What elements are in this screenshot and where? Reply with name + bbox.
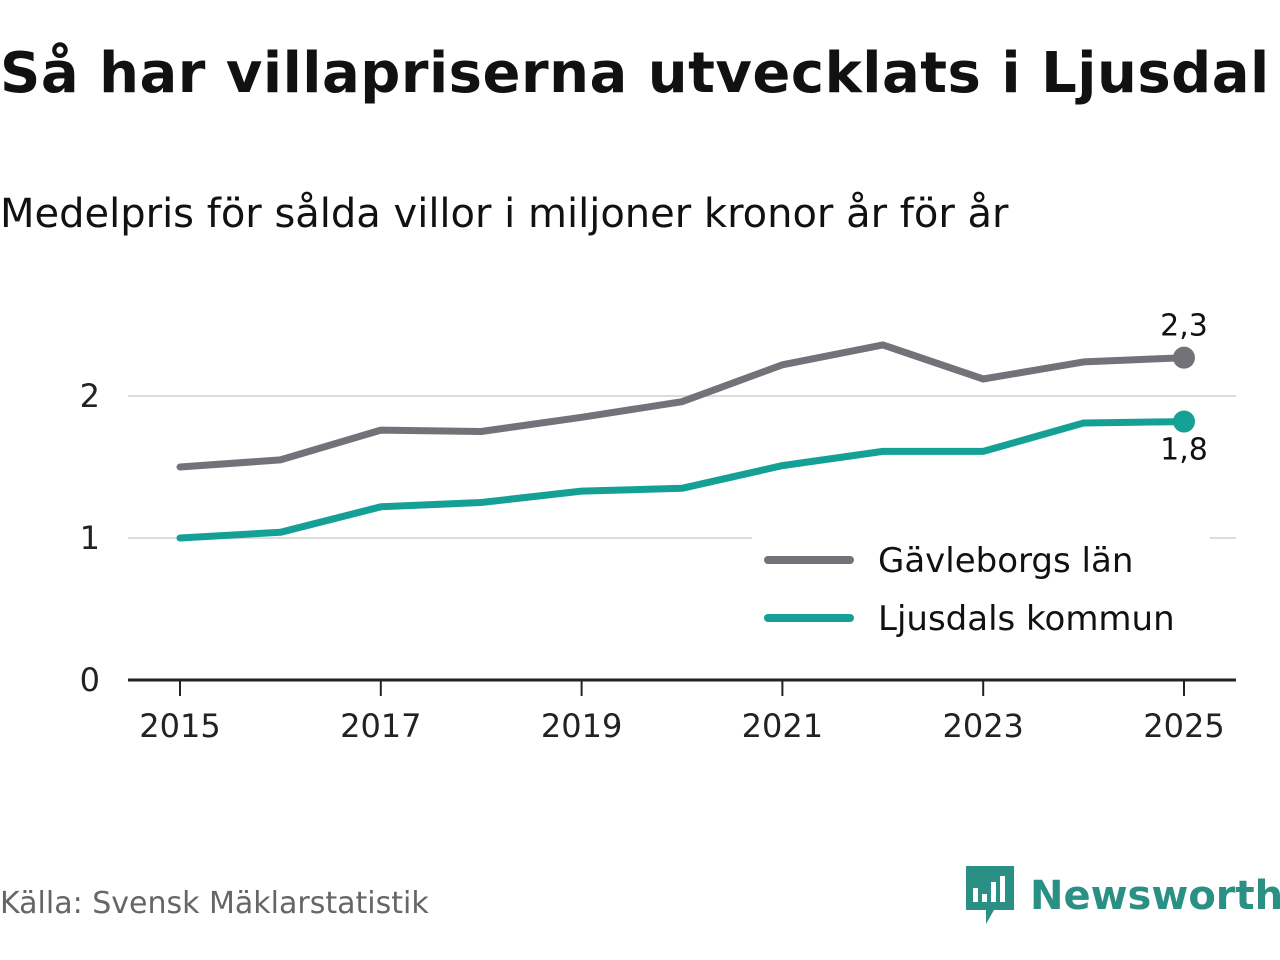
legend-label: Ljusdals kommun <box>878 599 1175 639</box>
series-end-point <box>1173 346 1195 369</box>
series-line-ljusdals-kommun <box>176 418 1188 542</box>
data-labels: 2,3 1,8 <box>1160 309 1208 468</box>
chart-subtitle: Medelpris för sålda villor i miljoner kr… <box>0 191 1009 237</box>
x-tick-label: 2019 <box>541 707 622 745</box>
series-lines <box>176 341 1195 542</box>
source-note: Källa: Svensk Mäklarstatistik <box>0 886 429 921</box>
axes: 0 1 2 2015 2017 2019 2021 2023 2025 <box>80 377 1236 745</box>
series-line-g-vleborgs-l-n <box>176 341 1188 471</box>
y-tick-label: 1 <box>80 519 100 557</box>
series-end-point <box>1173 410 1195 433</box>
brand-logo: Newsworthy <box>964 864 1280 928</box>
y-tick-label: 2 <box>80 377 100 415</box>
line-chart: 0 1 2 2015 2017 2019 2021 2023 2025 2,3 1,8 Gävle… <box>80 309 1236 745</box>
legend-label: Gävleborgs län <box>878 541 1133 581</box>
brand-name: Newsworthy <box>1030 873 1280 919</box>
x-tick-label: 2021 <box>742 707 823 745</box>
x-tick-label: 2025 <box>1143 707 1224 745</box>
chart-title: Så har villapriserna utvecklats i Ljusda… <box>0 41 1270 106</box>
x-tick-label: 2015 <box>139 707 220 745</box>
grid-lines <box>128 395 1236 539</box>
y-tick-label: 0 <box>80 661 100 699</box>
legend-background <box>752 536 1210 652</box>
series-end-label: 1,8 <box>1160 433 1208 468</box>
x-tick-label: 2023 <box>942 707 1023 745</box>
x-tick-label: 2017 <box>340 707 421 745</box>
series-end-label: 2,3 <box>1160 309 1208 344</box>
legend: Gävleborgs län Ljusdals kommun <box>752 536 1210 652</box>
newsworthy-logo-icon <box>966 866 1014 924</box>
